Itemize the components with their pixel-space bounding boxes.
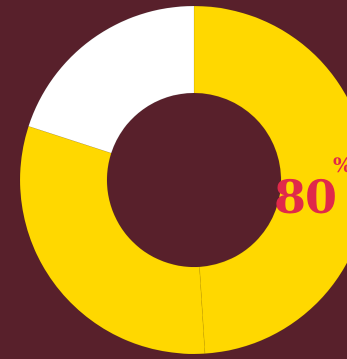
donut-slice-3 <box>28 5 195 154</box>
percentage-value: 80 <box>274 170 337 224</box>
donut-slice-1 <box>193 5 347 354</box>
donut-slice-2 <box>19 125 206 355</box>
percent-sign: % <box>333 155 347 175</box>
